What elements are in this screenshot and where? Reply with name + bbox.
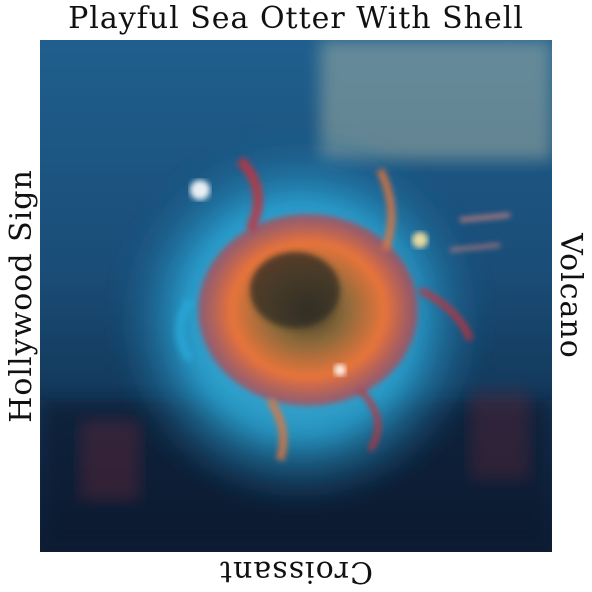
caption-top: Playful Sea Otter With Shell [68, 1, 524, 36]
caption-left: Hollywood Sign [4, 169, 39, 423]
caption-bottom: Croissant [219, 554, 374, 589]
caption-right: Volcano [553, 233, 588, 359]
artwork-canvas [40, 40, 552, 552]
artwork-image [40, 40, 552, 552]
